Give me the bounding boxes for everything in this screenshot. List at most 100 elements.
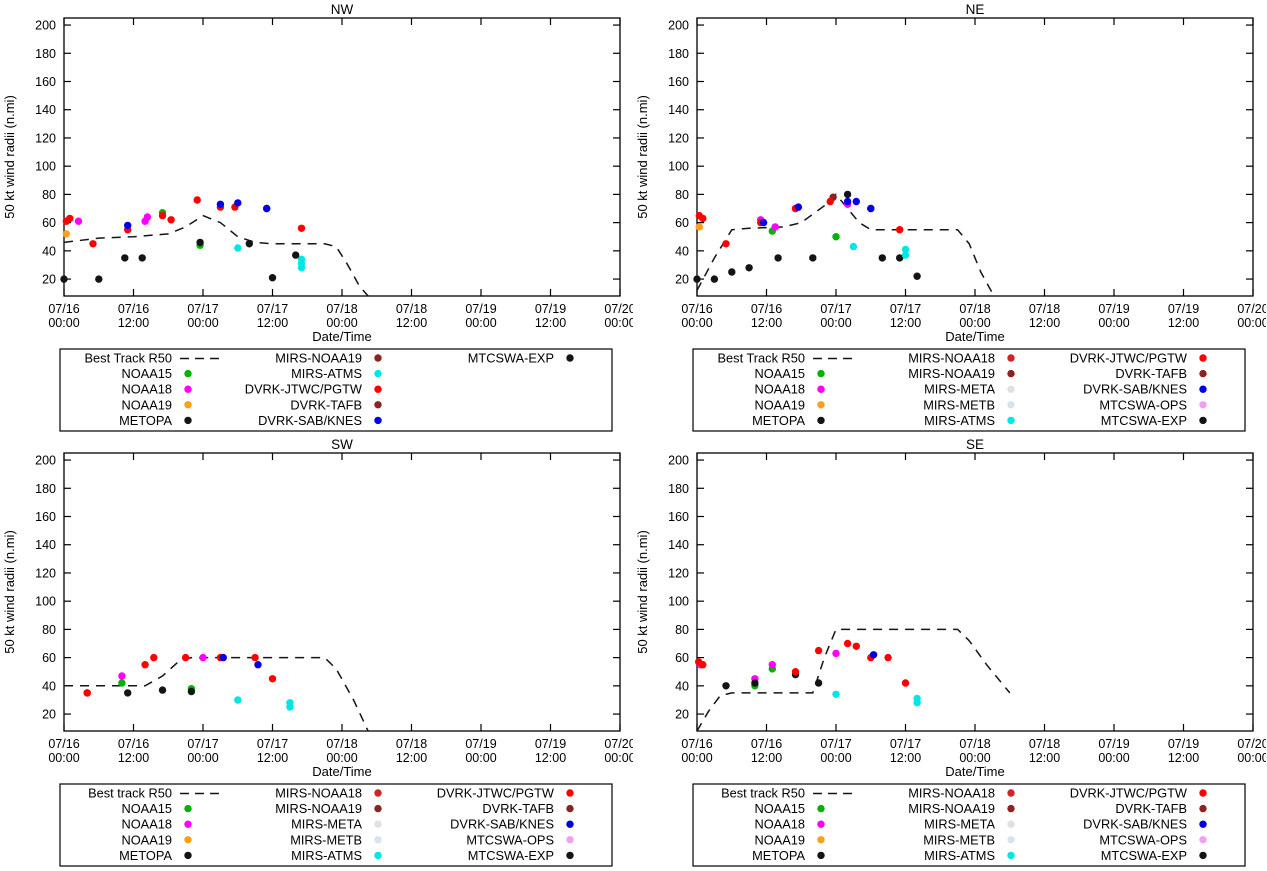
data-point	[124, 689, 132, 697]
data-point	[768, 661, 776, 669]
y-tick-label: 180	[668, 47, 689, 61]
legend-dot-sample	[1199, 789, 1207, 797]
legend-entry-label: MIRS-ATMS	[924, 848, 995, 863]
data-point	[158, 686, 167, 694]
x-tick-time: 00:00	[326, 751, 357, 765]
legend-dot-sample	[374, 851, 382, 860]
x-tick-time: 12:00	[535, 751, 566, 765]
series-mirs-atms	[234, 696, 294, 711]
x-tick-time: 12:00	[1029, 751, 1060, 765]
legend-dot-sample	[374, 804, 382, 813]
x-tick-time: 00:00	[1098, 751, 1129, 765]
legend-entry-label: MIRS-NOAA19	[908, 801, 995, 816]
legend-dot-sample	[1007, 416, 1015, 425]
x-tick-time: 12:00	[751, 316, 782, 330]
data-point	[150, 653, 158, 662]
y-tick-label: 120	[668, 131, 689, 145]
data-point	[901, 679, 910, 687]
sw-chart-svg: 07/1600:0007/1612:0007/1700:0007/1712:00…	[0, 435, 633, 870]
data-point	[867, 204, 875, 213]
y-tick-label: 120	[668, 566, 689, 580]
panel-se: SE 07/16 00:00 07/16 12:00 07/17 00:00 07/17 12…	[633, 435, 1267, 871]
y-tick-label: 140	[35, 103, 56, 117]
y-tick-label: 80	[42, 188, 56, 202]
legend-entry-label: Best track R50	[88, 786, 172, 801]
y-tick-label: 180	[35, 47, 56, 61]
legend-entry-label: MTCSWA-OPS	[1099, 397, 1187, 412]
legend-dot-sample	[1007, 804, 1015, 813]
legend-dot-sample	[566, 789, 574, 797]
data-point	[234, 244, 242, 252]
legend-entry-label: MTCSWA-EXP	[1101, 413, 1187, 428]
x-tick-time: 00:00	[1237, 751, 1266, 765]
legend-entry-label: DVRK-SAB/KNES	[258, 413, 362, 428]
series-mirs-atms	[234, 244, 306, 272]
x-tick-date: 07/18	[1029, 302, 1060, 316]
legend-dot-sample	[817, 804, 825, 813]
data-point	[814, 646, 823, 655]
x-axis: 07/1600:0007/1612:0007/1700:0007/1712:00…	[681, 18, 1266, 344]
x-tick-date: 07/18	[959, 302, 990, 316]
panel-se-title: SE	[965, 437, 984, 452]
y-tick-label: 140	[35, 538, 56, 552]
legend-entry-label: NOAA18	[121, 382, 172, 397]
x-tick-time: 00:00	[959, 316, 990, 330]
legend-dot-sample	[1199, 836, 1207, 844]
data-point	[745, 264, 753, 272]
data-point	[814, 679, 823, 687]
legend-entry-label: NOAA19	[121, 832, 172, 847]
y-tick-label: 100	[668, 595, 689, 609]
x-axis: 07/1600:0007/1612:0007/1700:0007/1712:00…	[681, 453, 1266, 779]
x-tick-date: 07/17	[820, 737, 851, 751]
y-tick-label: 40	[675, 679, 689, 693]
y-tick-label: 200	[35, 19, 56, 33]
y-tick-label: 80	[675, 623, 689, 637]
y-tick-label: 80	[42, 623, 56, 637]
legend-dot-sample	[374, 369, 382, 378]
x-axis-label: Date/Time	[945, 764, 1004, 779]
legend-dot-sample	[374, 836, 382, 844]
legend-entry-label: DVRK-JTWC/PGTW	[245, 382, 363, 397]
y-axis: 20 40 60 80 100 120 140 160 180 200 50 kt wind rad…	[635, 19, 1253, 287]
legend-dot-sample	[817, 851, 825, 860]
legend-entry-label: NOAA19	[754, 397, 805, 412]
y-tick-label: 120	[35, 566, 56, 580]
x-tick-date: 07/17	[890, 737, 921, 751]
panel-sw-title: SW	[331, 437, 353, 452]
legend-entry-label: METOPA	[752, 413, 805, 428]
data-point	[141, 661, 149, 669]
y-tick-label: 160	[35, 75, 56, 89]
legend-entry-label: NOAA18	[754, 382, 805, 397]
x-tick-date: 07/20	[1237, 302, 1266, 316]
y-tick-label: 20	[42, 708, 56, 722]
legend-dot-sample	[1199, 851, 1207, 860]
data-point	[722, 240, 730, 248]
x-tick-date: 07/16	[48, 302, 79, 316]
y-axis: 20 40 60 80 100 120 140 160 180 200 50 kt wind rad…	[635, 454, 1253, 722]
legend-entry-label: MTCSWA-EXP	[468, 351, 554, 366]
x-tick-date: 07/18	[326, 302, 357, 316]
data-point	[832, 649, 840, 658]
legend-dot-sample	[374, 354, 382, 362]
data-point	[234, 696, 242, 704]
x-tick-date: 07/19	[465, 737, 496, 751]
x-tick-date: 07/20	[604, 737, 633, 751]
x-tick-time: 00:00	[465, 751, 496, 765]
legend-dot-sample	[566, 820, 574, 828]
legend-border	[692, 348, 1246, 432]
x-tick-date: 07/18	[326, 737, 357, 751]
best-track-line	[696, 628, 1011, 732]
data-point	[913, 699, 921, 707]
series-metopa	[693, 254, 921, 283]
legend-entry-label: MIRS-NOAA18	[275, 786, 362, 801]
data-point	[263, 204, 271, 213]
y-tick-label: 160	[668, 75, 689, 89]
series-dvrk-jtwc-pgtw	[695, 639, 910, 687]
data-point	[74, 217, 83, 225]
y-tick-label: 60	[42, 216, 56, 230]
legend-dot-sample	[184, 804, 192, 813]
legend-entry-label: METOPA	[119, 413, 172, 428]
legend-dot-sample	[1007, 789, 1015, 797]
data-point	[843, 190, 852, 199]
